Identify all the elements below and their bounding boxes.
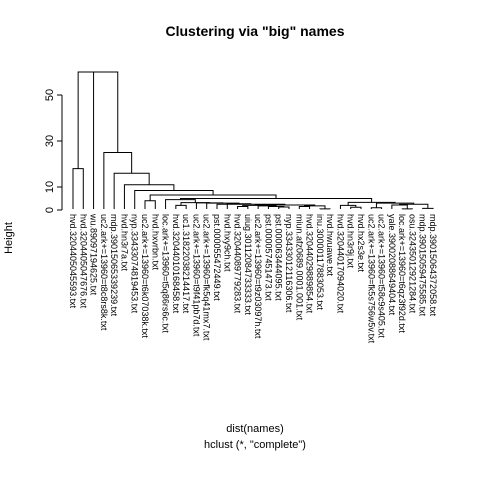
x-axis-label: dist(names) — [226, 423, 283, 435]
leaf-label: uc2.ark+=13960=t8c8rs8k.txt — [99, 214, 109, 331]
leaf-label: hvd.32044029889854.txt — [305, 214, 315, 314]
leaf-label: hvd.hx2s3e.txt — [356, 214, 366, 273]
leaf-label: uiug.30112084733333.txt — [243, 214, 253, 315]
merge-31 — [114, 173, 149, 209]
y-tick-label-30: 30 — [44, 135, 56, 147]
merge-25 — [166, 200, 196, 209]
leaf-label: uc1.31822038214417.txt — [181, 214, 191, 314]
method-sublabel: hclust (*, "complete") — [204, 439, 306, 451]
leaf-label: pst.000057451473.txt — [263, 214, 273, 301]
leaf-label: uc2.ark+=13960=t58c9s405.txt — [377, 214, 387, 338]
leaf-label: loc.ark+=13960=t6qz3f92d.txt — [397, 214, 407, 333]
y-tick-label-0: 0 — [44, 207, 56, 213]
leaf-label: hvd.3204405047676.txt — [78, 214, 88, 309]
leaf-label: inu.30000117883053.txt — [315, 214, 325, 310]
merge-6 — [279, 207, 289, 209]
leaf-label: miun.afz0689.0001.001.txt — [294, 214, 304, 321]
leaf-label: hvd.hxy9ch.txt — [222, 214, 232, 272]
leaf-label: hvd.hn3r7a.txt — [119, 214, 129, 272]
leaf-label: loc.ark+=13960=t5q86rs6c.txt — [161, 214, 171, 333]
leaf-label: hvd.hn3r9j.txt — [346, 214, 356, 269]
leaf-label: wu.89097194625.txt — [89, 213, 99, 296]
merge-35 — [78, 72, 106, 169]
merge-11 — [299, 207, 309, 209]
y-tick-label-50: 50 — [44, 89, 56, 101]
y-axis: 0 10 30 50 — [44, 89, 62, 213]
y-tick-label-10: 10 — [44, 181, 56, 193]
merge-32 — [104, 153, 132, 210]
leaf-label: osu.32435012921284.txt — [407, 214, 417, 314]
leaf-label: pst.000055472449.txt — [212, 214, 222, 301]
leaf-label: mdp.39015064372058.txt — [428, 214, 438, 317]
chart-title: Clustering via "big" names — [166, 23, 345, 39]
dendrogram-branches — [73, 72, 433, 209]
merge-27 — [145, 201, 155, 209]
merge-26 — [180, 199, 371, 203]
leaf-label: hvd.32044017094020.txt — [335, 214, 345, 314]
leaf-label: hvd.32044010168458.txt — [171, 214, 181, 314]
leaf-label: hvd.32044089779283.txt — [233, 214, 243, 314]
leaf-label: hvd.hxvrbn.txt — [150, 214, 160, 271]
merge-18 — [176, 205, 186, 209]
merge-4 — [371, 208, 381, 209]
leaf-label: mdp.39015059475585.txt — [418, 214, 428, 317]
leaf-label: hvd.3204405045593.txt — [68, 214, 78, 309]
leaf-label: hvd.hwuawe.txt — [325, 214, 335, 277]
merge-3 — [423, 208, 433, 209]
leaf-label: nyp.33433012116306.txt — [284, 214, 294, 313]
y-axis-label: Height — [3, 222, 15, 254]
leaf-label: pst.000063444095.txt — [274, 214, 284, 301]
leaf-label: yale.39002088649404.txt — [387, 214, 397, 316]
leaf-label: uc2.ark+=13960=t9f41pb7d.txt — [191, 214, 201, 337]
merge-5 — [351, 207, 361, 209]
leaf-label: uc2.ark+=13960=t6k07038k.txt — [140, 214, 150, 338]
merge-8 — [238, 207, 248, 209]
leaf-label: uc2.ark+=13960=t9z03097h.txt — [253, 214, 263, 339]
merge-30 — [124, 185, 173, 209]
merge-9 — [258, 206, 276, 209]
leaf-label: uc2.ark+=13960=fk5q41mx7.txt — [202, 214, 212, 341]
leaf-label: uc2.ark+=13960=fk5s756w5v.txt — [366, 214, 376, 344]
merge-33 — [73, 169, 83, 209]
leaf-label: nyp.33433074819453.txt — [130, 214, 140, 314]
merge-7 — [268, 207, 283, 209]
leaf-label: mdp.39015065339239.txt — [109, 214, 119, 317]
